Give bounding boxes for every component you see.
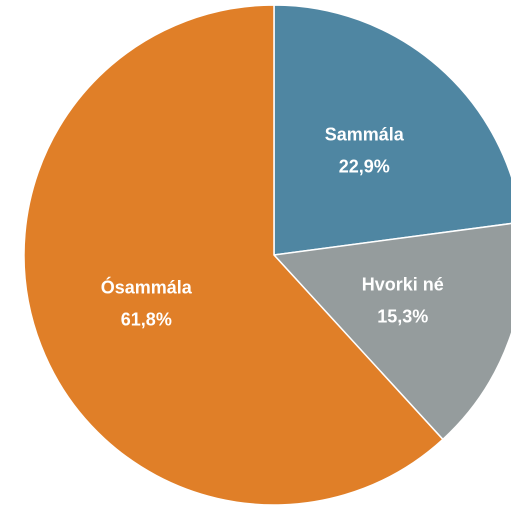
slice-value-label: 15,3% — [377, 307, 428, 327]
slice-name: Hvorki né — [362, 275, 444, 295]
pie-slice — [272, 222, 511, 441]
pie-slice — [273, 4, 511, 256]
slice-value-label: 61,8% — [121, 309, 172, 329]
pie-slice — [23, 4, 444, 505]
slice-name: Ósammála — [101, 276, 193, 297]
slice-name: Sammála — [325, 125, 405, 145]
slice-value-label: 22,9% — [339, 157, 390, 177]
